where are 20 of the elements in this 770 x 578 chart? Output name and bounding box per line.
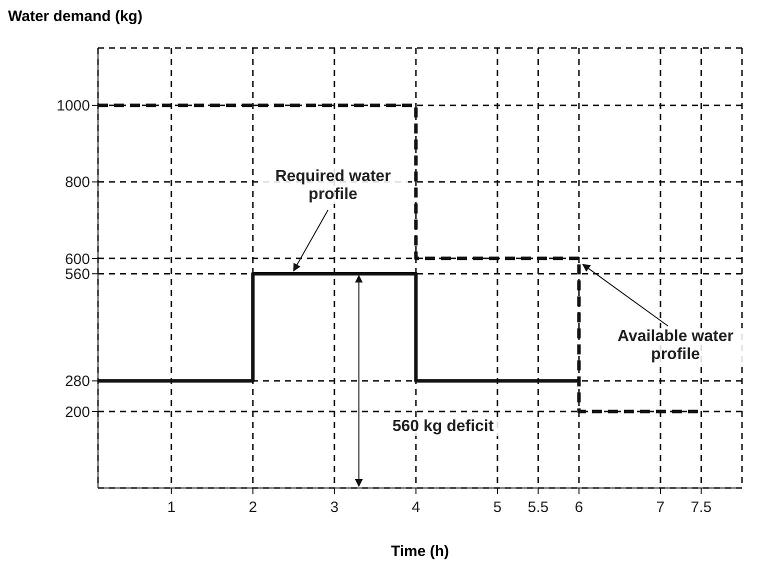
y-tick-label: 560 [64, 266, 90, 284]
x-tick-label: 7 [656, 499, 665, 516]
y-axis-title: Water demand (kg) [8, 8, 142, 25]
x-axis-title: Time (h) [390, 543, 450, 560]
x-tick-label: 4 [412, 499, 420, 516]
x-tick-label: 7.5 [690, 499, 712, 516]
y-tick-label: 200 [64, 404, 90, 421]
y-tick-label: 600 [64, 250, 90, 268]
y-tick-label: 800 [64, 174, 90, 192]
annotation: 560 kg deficit [368, 418, 518, 436]
x-tick-label: 2 [248, 499, 258, 516]
x-tick-label: 5 [493, 499, 502, 516]
y-tick-label: 1000 [56, 98, 90, 115]
x-tick-label: 1 [167, 499, 176, 516]
x-tick-label: 6 [574, 499, 584, 516]
x-tick-label: 5.5 [528, 499, 549, 516]
annotation: Available water profile [608, 328, 743, 364]
x-tick-label: 3 [330, 499, 339, 516]
annotation: Required water profile [258, 168, 408, 204]
y-tick-label: 280 [64, 373, 90, 390]
